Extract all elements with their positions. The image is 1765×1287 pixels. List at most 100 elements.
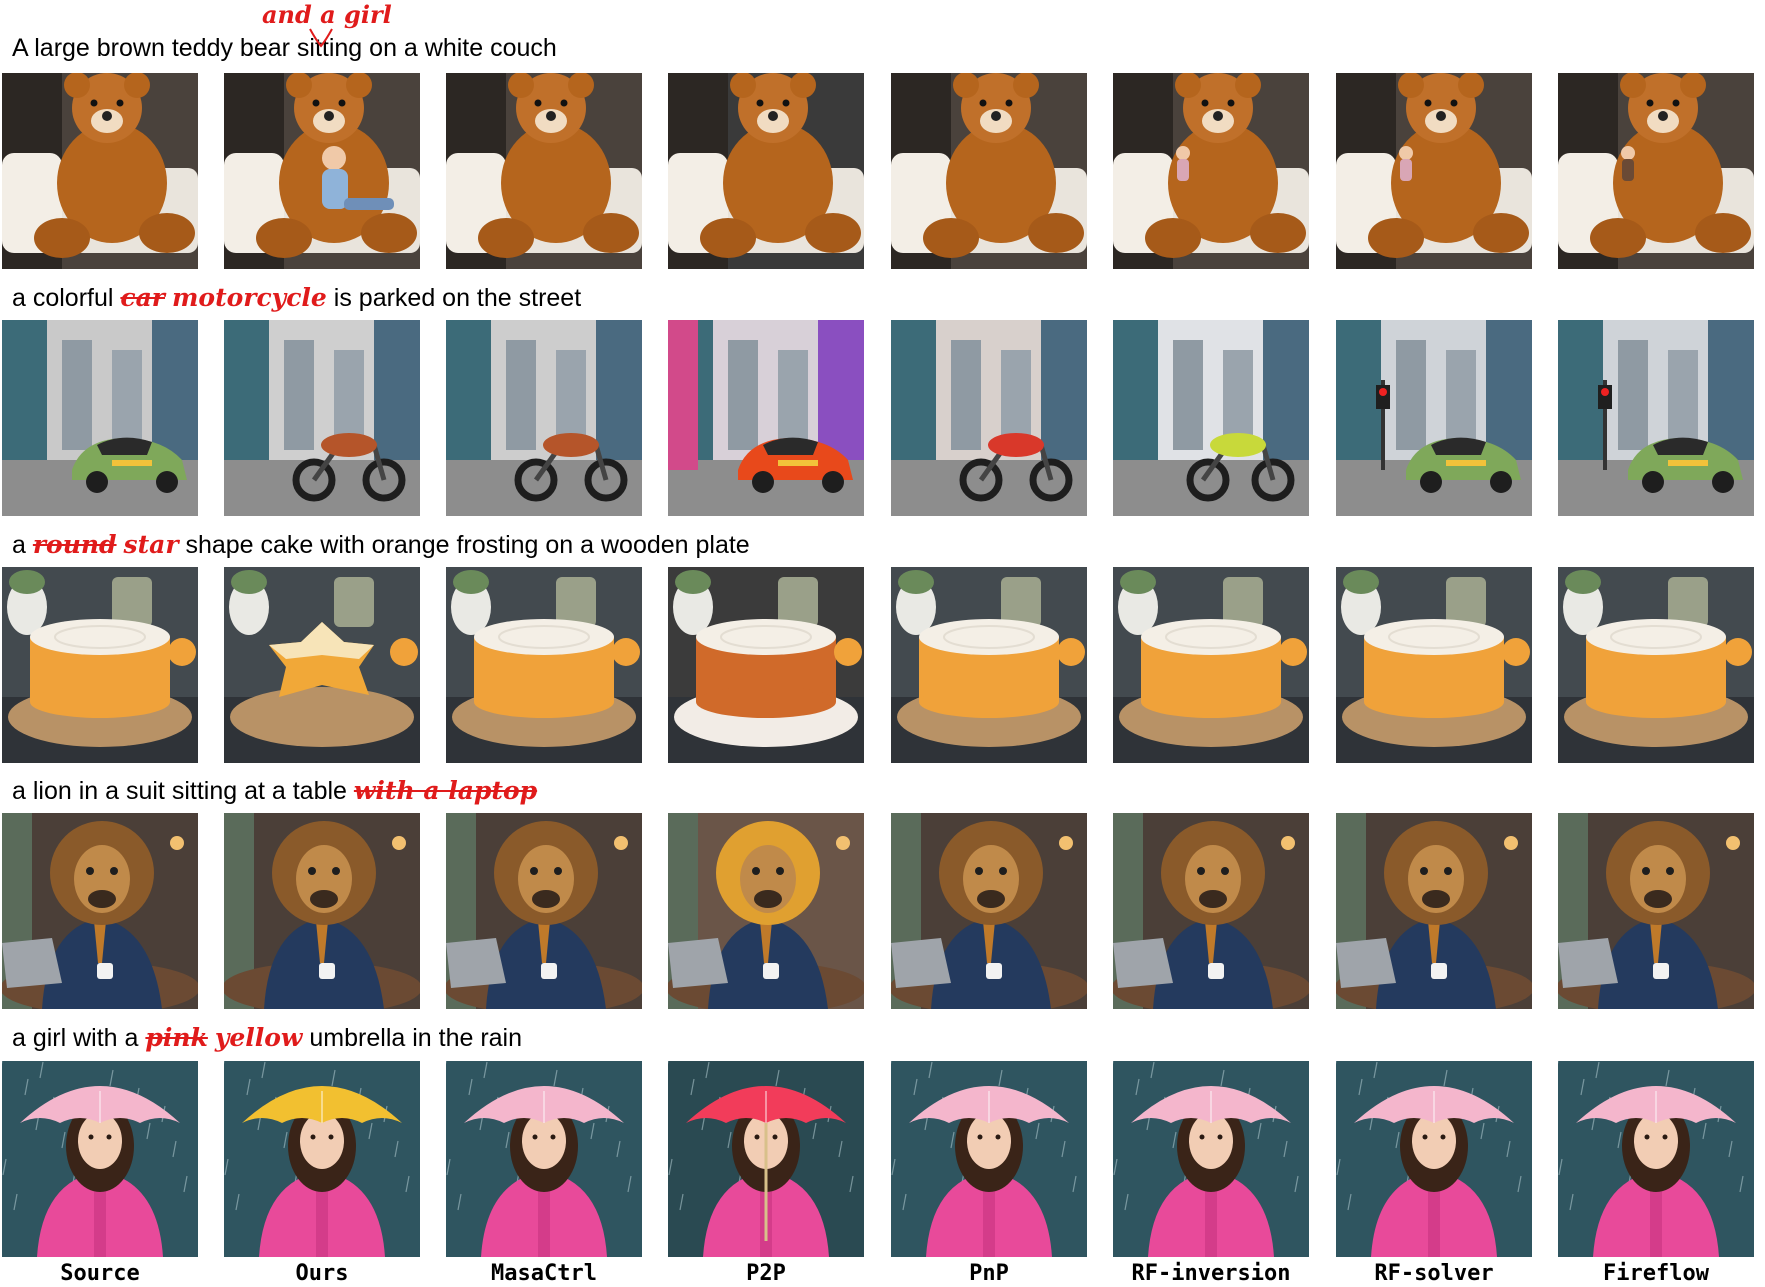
result-image-rf-inversion [1113, 813, 1309, 1009]
image-thumbnail [668, 813, 864, 1009]
column-label-rf-inversion: RF-inversion [1131, 1261, 1291, 1286]
image-thumbnail [1113, 813, 1309, 1009]
result-image-fireflow [1558, 73, 1754, 269]
caption-prefix: A large brown teddy bear [12, 34, 297, 62]
image-thumbnail [2, 813, 198, 1009]
image-thumbnail [668, 320, 864, 516]
result-image-rf-solver [1336, 1061, 1532, 1257]
caption-removed-text: car [120, 283, 165, 312]
caption-row-1: A large brown teddy bear sitting on a wh… [12, 33, 557, 63]
result-image-source [2, 567, 198, 763]
column-label-masactrl: MasaCtrl [491, 1261, 597, 1286]
caption-added-text: yellow [214, 1023, 303, 1052]
result-image-masactrl [446, 813, 642, 1009]
image-thumbnail [224, 320, 420, 516]
image-thumbnail [1336, 1061, 1532, 1257]
image-thumbnail [1558, 73, 1754, 269]
caption-added-text: star [123, 530, 179, 559]
caption-added-text: and a girl [262, 0, 392, 29]
image-thumbnail [891, 813, 1087, 1009]
caption-prefix: a colorful [12, 284, 121, 312]
result-image-masactrl [446, 73, 642, 269]
image-thumbnail [1113, 567, 1309, 763]
caption-suffix: is parked on the street [326, 284, 582, 312]
result-image-rf-solver [1336, 567, 1532, 763]
result-image-fireflow [1558, 813, 1754, 1009]
image-thumbnail [891, 1061, 1087, 1257]
result-image-source [2, 813, 198, 1009]
result-image-p2p [668, 567, 864, 763]
column-label-fireflow: Fireflow [1603, 1261, 1709, 1286]
result-image-masactrl [446, 1061, 642, 1257]
column-label-p2p: P2P [746, 1261, 786, 1286]
caption-removed-text: pink [145, 1023, 208, 1052]
result-image-fireflow [1558, 1061, 1754, 1257]
result-image-rf-inversion [1113, 320, 1309, 516]
result-image-ours [224, 567, 420, 763]
result-image-ours [224, 1061, 420, 1257]
image-thumbnail [1113, 320, 1309, 516]
result-image-rf-inversion [1113, 1061, 1309, 1257]
image-thumbnail [668, 567, 864, 763]
result-image-p2p [668, 1061, 864, 1257]
caption-suffix: shape cake with orange frosting on a woo… [178, 531, 750, 559]
result-image-pnp [891, 73, 1087, 269]
caption-prefix: a lion in a suit sitting at a table [12, 777, 354, 805]
result-image-masactrl [446, 567, 642, 763]
result-image-source [2, 73, 198, 269]
image-thumbnail [1336, 73, 1532, 269]
result-image-source [2, 320, 198, 516]
result-image-rf-inversion [1113, 73, 1309, 269]
image-thumbnail [446, 813, 642, 1009]
result-image-fireflow [1558, 320, 1754, 516]
caption-removed-text: round [32, 530, 117, 559]
image-thumbnail [1558, 813, 1754, 1009]
result-image-p2p [668, 320, 864, 516]
image-thumbnail [224, 73, 420, 269]
image-thumbnail [2, 1061, 198, 1257]
column-label-rf-solver: RF-solver [1374, 1261, 1494, 1286]
result-image-pnp [891, 1061, 1087, 1257]
image-thumbnail [891, 320, 1087, 516]
result-image-pnp [891, 567, 1087, 763]
image-thumbnail [1558, 320, 1754, 516]
result-image-masactrl [446, 320, 642, 516]
image-thumbnail [668, 1061, 864, 1257]
column-label-source: Source [60, 1261, 140, 1286]
image-thumbnail [2, 320, 198, 516]
result-image-pnp [891, 320, 1087, 516]
column-label-pnp: PnP [969, 1261, 1009, 1286]
result-image-p2p [668, 813, 864, 1009]
image-thumbnail [1336, 320, 1532, 516]
image-thumbnail [891, 567, 1087, 763]
column-label-ours: Ours [295, 1261, 349, 1286]
result-image-fireflow [1558, 567, 1754, 763]
caption-row-5: a girl with a pink yellow umbrella in th… [12, 1023, 522, 1053]
image-thumbnail [1558, 567, 1754, 763]
result-image-ours [224, 73, 420, 269]
result-image-rf-solver [1336, 73, 1532, 269]
image-thumbnail [446, 567, 642, 763]
caption-prefix: a [12, 531, 33, 559]
result-image-ours [224, 320, 420, 516]
image-thumbnail [1336, 567, 1532, 763]
image-thumbnail [2, 567, 198, 763]
caption-row-4: a lion in a suit sitting at a table with… [12, 776, 537, 806]
result-image-ours [224, 813, 420, 1009]
result-image-rf-solver [1336, 813, 1532, 1009]
image-thumbnail [446, 73, 642, 269]
caption-suffix: umbrella in the rain [302, 1024, 523, 1052]
image-thumbnail [224, 1061, 420, 1257]
image-thumbnail [224, 813, 420, 1009]
image-thumbnail [1113, 73, 1309, 269]
caption-removed-text: with a laptop [353, 776, 538, 805]
image-thumbnail [224, 567, 420, 763]
image-thumbnail [446, 320, 642, 516]
result-image-pnp [891, 813, 1087, 1009]
caption-suffix: sitting on a white couch [296, 34, 557, 62]
image-thumbnail [2, 73, 198, 269]
caption-added-text: motorcycle [171, 283, 327, 312]
insert-caret-icon [309, 28, 333, 48]
result-image-rf-solver [1336, 320, 1532, 516]
image-thumbnail [1336, 813, 1532, 1009]
